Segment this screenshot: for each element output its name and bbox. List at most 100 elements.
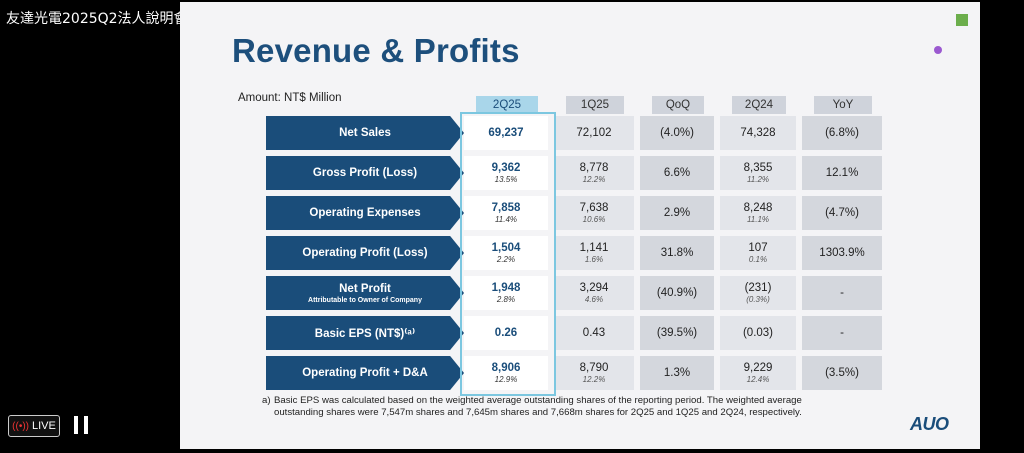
table-cell: 3,294 4.6%	[554, 276, 634, 310]
cell-value: 8,906	[491, 362, 521, 374]
row-label-text: Operating Profit (Loss)	[302, 247, 428, 259]
cell-value: 72,102	[576, 127, 612, 139]
table-cell: 8,248 11.1%	[720, 196, 796, 230]
cell-percentage: 4.6%	[584, 295, 604, 304]
live-button[interactable]: ((•)) LIVE	[8, 415, 60, 437]
row-label-text: Basic EPS (NT$)⁽ᵃ⁾	[314, 328, 416, 340]
presentation-slide: Revenue & Profits Amount: NT$ Million 2Q…	[180, 2, 980, 449]
row-label: Operating Profit + D&A	[266, 356, 464, 390]
cell-percentage: 13.5%	[494, 175, 518, 184]
row-label: Basic EPS (NT$)⁽ᵃ⁾	[266, 316, 464, 350]
row-label: Net Profit Attributable to Owner of Compa…	[266, 276, 464, 310]
cell-value: -	[840, 327, 844, 339]
table-cell: (6.8%)	[802, 116, 882, 150]
table-cell: (4.7%)	[802, 196, 882, 230]
table-cell: 1,141 1.6%	[554, 236, 634, 270]
cell-value: 0.43	[582, 327, 606, 339]
table-cell: 12.1%	[802, 156, 882, 190]
row-label-text: Net Sales	[339, 127, 391, 139]
table-cell: 1,948 2.8%	[464, 276, 548, 310]
cell-value: 8,355	[743, 162, 773, 174]
cell-value: 6.6%	[663, 167, 691, 179]
row-sublabel: Attributable to Owner of Company	[308, 296, 422, 304]
cell-percentage: 2.2%	[496, 255, 516, 264]
cell-percentage: 11.1%	[746, 215, 770, 224]
footnote: a) Basic EPS was calculated based on the…	[262, 395, 834, 419]
cell-value: (231)	[744, 282, 772, 294]
cell-value: 1,504	[491, 242, 521, 254]
amount-unit-label: Amount: NT$ Million	[238, 92, 342, 104]
cell-percentage: 12.2%	[582, 175, 606, 184]
cell-value: (4.7%)	[825, 207, 859, 219]
current-quarter-highlight	[460, 112, 556, 396]
cell-value: -	[840, 287, 844, 299]
cell-percentage: 2.8%	[496, 295, 516, 304]
table-cell: (0.03)	[720, 316, 796, 350]
pause-icon	[74, 416, 78, 434]
table-cell: 8,906 12.9%	[464, 356, 548, 390]
column-header: 1Q25	[566, 96, 624, 114]
live-label: LIVE	[31, 420, 56, 432]
table-cell: 31.8%	[640, 236, 714, 270]
table-cell: 1303.9%	[802, 236, 882, 270]
row-label: Gross Profit (Loss)	[266, 156, 464, 190]
table-cell: 7,858 11.4%	[464, 196, 548, 230]
table-cell: 69,237	[464, 116, 548, 150]
decorative-dot-icon	[934, 46, 942, 54]
cell-value: 12.1%	[825, 167, 859, 179]
cell-value: (6.8%)	[825, 127, 859, 139]
cell-percentage: 0.1%	[748, 255, 768, 264]
table-cell: 72,102	[554, 116, 634, 150]
table-cell: (39.5%)	[640, 316, 714, 350]
cell-value: 1,141	[579, 242, 609, 254]
cell-percentage: 11.2%	[746, 175, 770, 184]
cell-percentage: 1.6%	[584, 255, 604, 264]
cell-value: 7,858	[491, 202, 521, 214]
column-header: 2Q24	[732, 96, 786, 114]
column-header: 2Q25	[476, 96, 538, 114]
row-label-text: Operating Expenses	[309, 207, 421, 219]
row-label: Operating Expenses	[266, 196, 464, 230]
cell-value: 3,294	[579, 282, 609, 294]
table-cell: 107 0.1%	[720, 236, 796, 270]
table-cell: 9,229 12.4%	[720, 356, 796, 390]
cell-percentage: 12.4%	[746, 375, 770, 384]
cell-value: 7,638	[579, 202, 609, 214]
row-label-text: Operating Profit + D&A	[302, 367, 428, 379]
table-cell: 7,638 10.6%	[554, 196, 634, 230]
table-cell: (231) (0.3%)	[720, 276, 796, 310]
cell-percentage: 10.6%	[582, 215, 606, 224]
table-cell: 6.6%	[640, 156, 714, 190]
broadcast-icon: ((•))	[12, 420, 29, 432]
table-cell: (40.9%)	[640, 276, 714, 310]
cell-value: 8,778	[579, 162, 609, 174]
table-cell: 0.43	[554, 316, 634, 350]
footnote-text: Basic EPS was calculated based on the we…	[274, 395, 802, 418]
cell-value: (39.5%)	[656, 327, 698, 339]
cell-value: 1303.9%	[819, 247, 865, 259]
column-header: YoY	[814, 96, 872, 114]
table-cell: 1,504 2.2%	[464, 236, 548, 270]
table-cell: -	[802, 316, 882, 350]
cell-value: (4.0%)	[660, 127, 694, 139]
footnote-marker: a)	[262, 395, 271, 406]
table-cell: 2.9%	[640, 196, 714, 230]
table-cell: 74,328	[720, 116, 796, 150]
table-cell: -	[802, 276, 882, 310]
cell-value: 74,328	[740, 127, 776, 139]
cell-value: 9,362	[491, 162, 521, 174]
table-cell: 8,778 12.2%	[554, 156, 634, 190]
pause-button[interactable]	[74, 416, 90, 434]
pause-icon-bar	[84, 416, 88, 434]
cell-value: 8,790	[579, 362, 609, 374]
table-cell: 9,362 13.5%	[464, 156, 548, 190]
cell-value: 1.3%	[663, 367, 691, 379]
cell-value: (3.5%)	[825, 367, 859, 379]
table-cell: (3.5%)	[802, 356, 882, 390]
table-cell: 8,355 11.2%	[720, 156, 796, 190]
cell-value: 2.9%	[663, 207, 691, 219]
row-label-text: Gross Profit (Loss)	[312, 167, 418, 179]
cell-percentage: 12.9%	[494, 375, 518, 384]
cell-value: 107	[748, 242, 768, 254]
cell-value: 8,248	[743, 202, 773, 214]
